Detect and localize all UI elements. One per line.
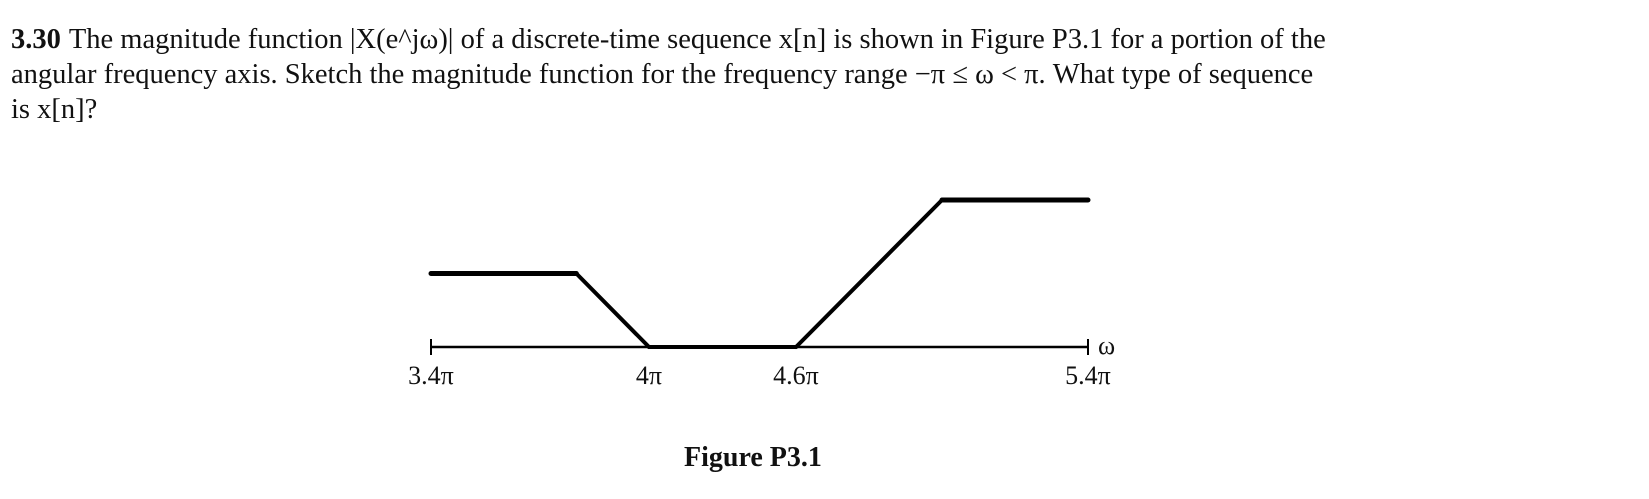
magnitude-segment (794, 198, 944, 349)
figure-caption: Figure P3.1 (684, 442, 822, 473)
x-tick-label: 3.4π (408, 361, 454, 390)
problem-line-1: 3.30 The magnitude function |X(e^jω)| of … (11, 24, 1326, 55)
x-axis-label: ω (1098, 331, 1115, 360)
problem-line-3: is x[n]? (11, 94, 98, 125)
problem-line-2: angular frequency axis. Sketch the magni… (11, 59, 1314, 90)
magnitude-segment (574, 271, 651, 349)
x-tick-label: 4.6π (773, 361, 819, 390)
problem-statement: 3.30 The magnitude function |X(e^jω)| of … (11, 22, 1641, 127)
problem-number: 3.30 (11, 24, 61, 55)
x-tick-label: 4π (636, 361, 662, 390)
x-tick-label: 5.4π (1065, 361, 1111, 390)
